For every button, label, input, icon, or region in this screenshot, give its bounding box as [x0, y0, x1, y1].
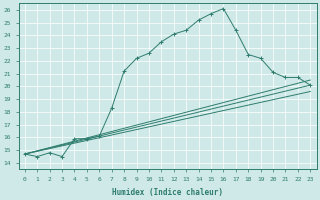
X-axis label: Humidex (Indice chaleur): Humidex (Indice chaleur)	[112, 188, 223, 197]
